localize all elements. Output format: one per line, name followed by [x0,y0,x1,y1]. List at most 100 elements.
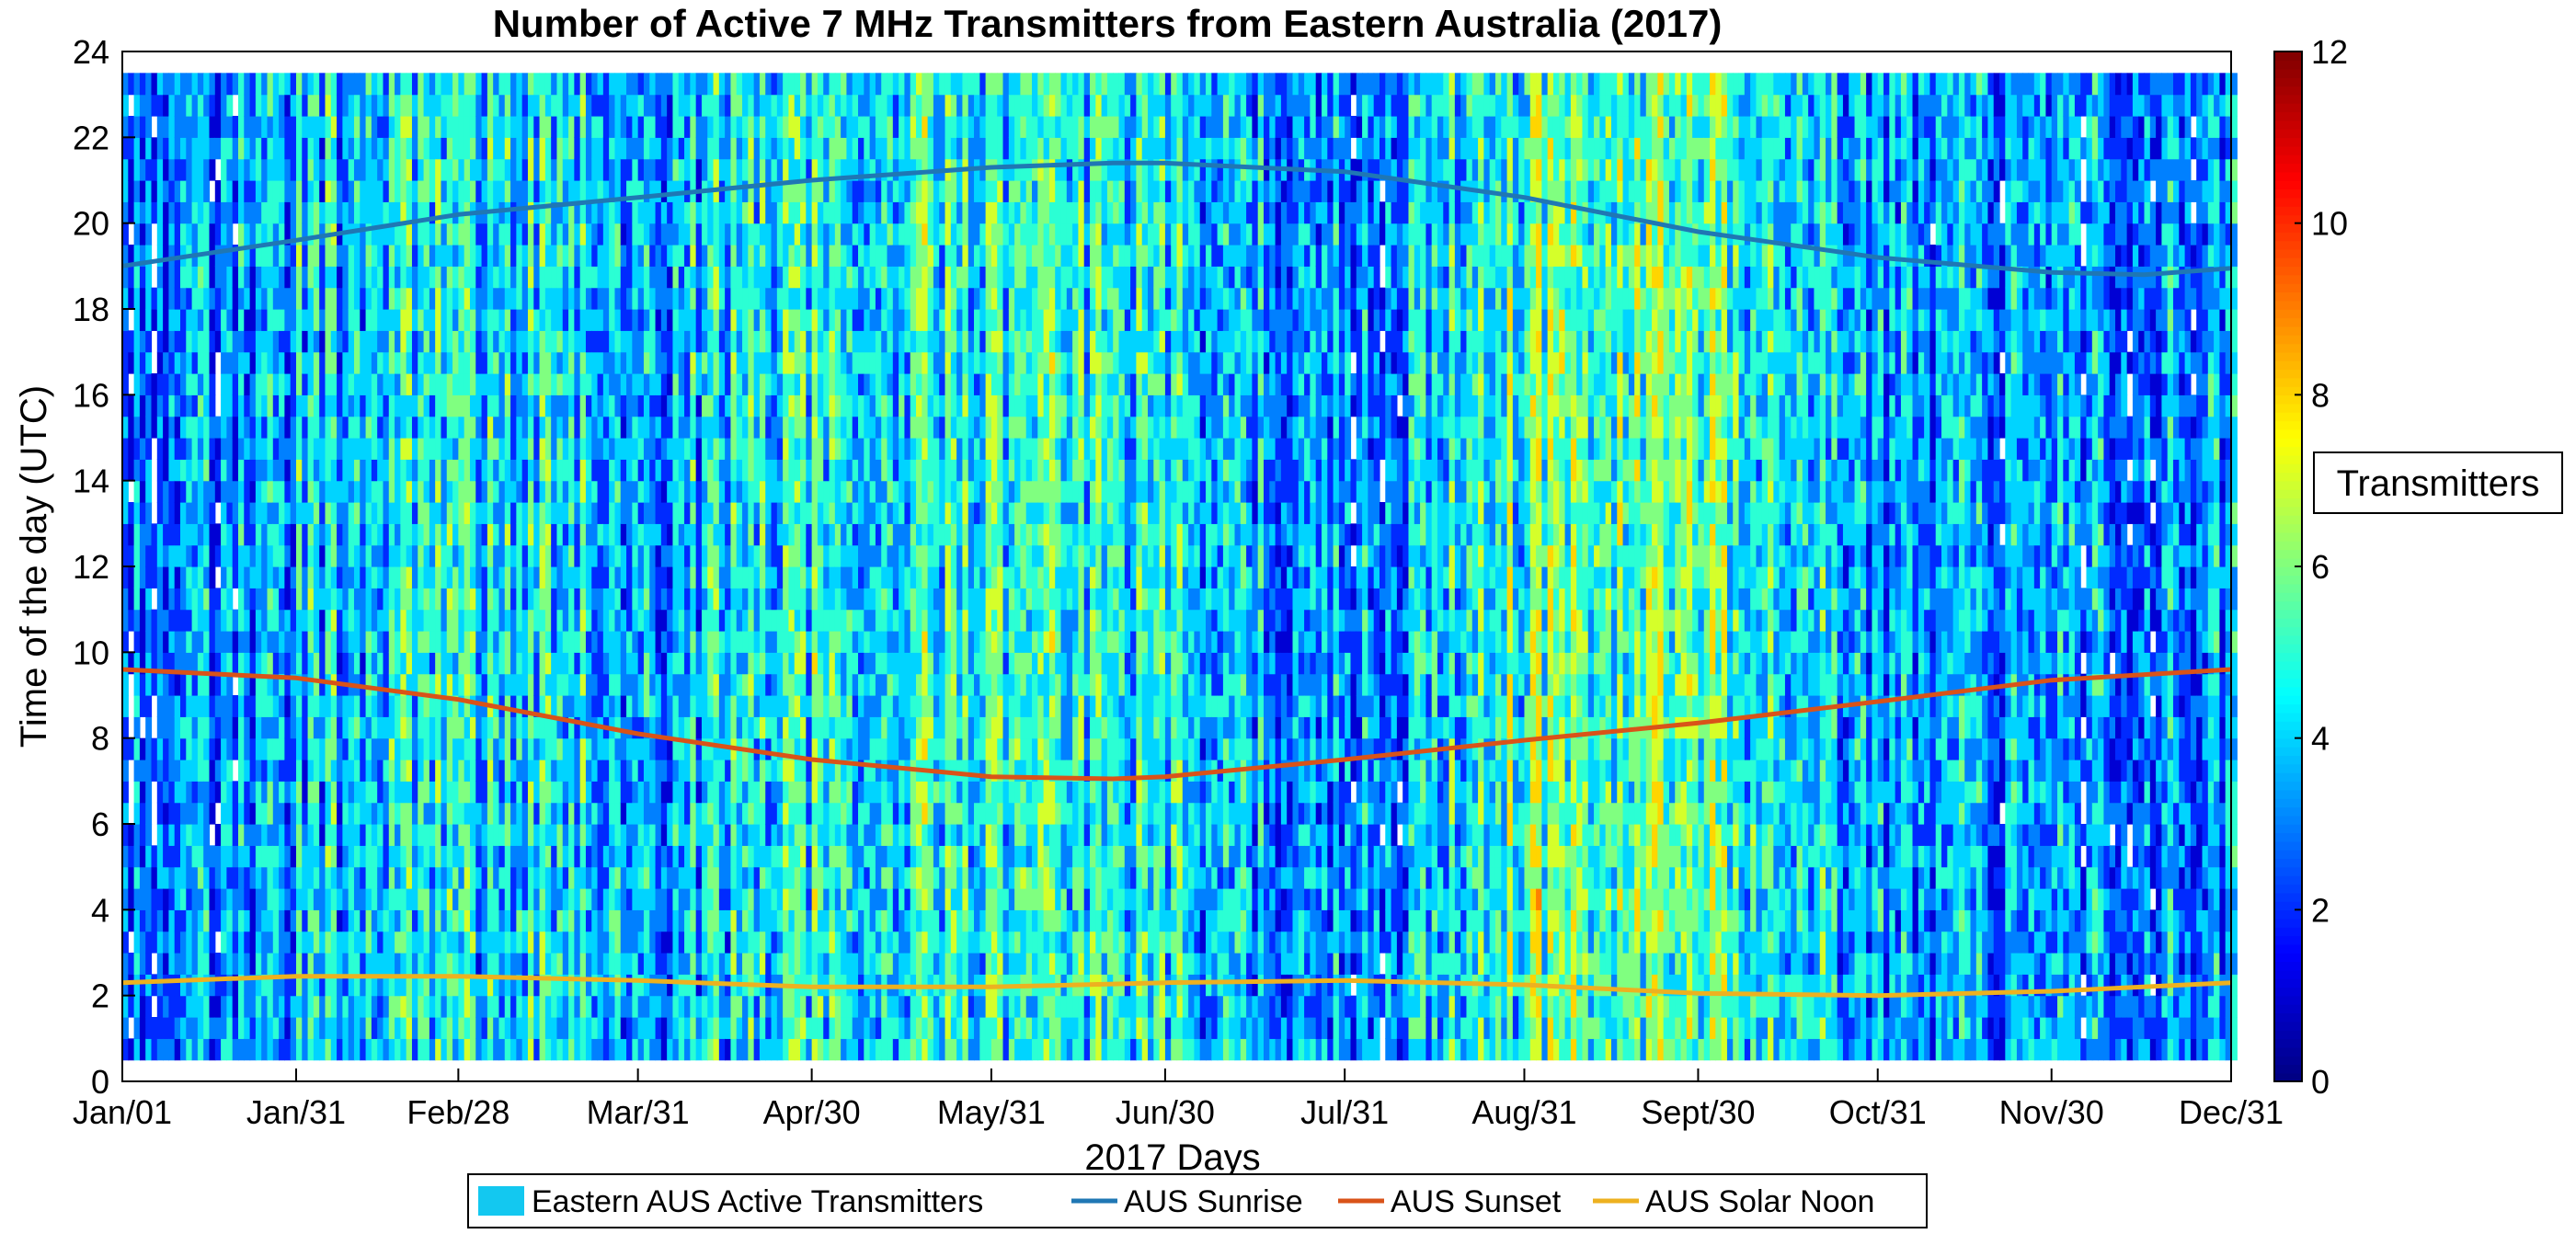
heatmap-cell [539,888,546,910]
heatmap-cell [226,931,234,954]
heatmap-cell [168,73,176,96]
heatmap-cell [255,73,262,96]
heatmap-cell [377,909,384,932]
heatmap-cell [551,223,558,246]
heatmap-cell [139,94,146,117]
heatmap-cell [406,223,413,246]
heatmap-cell [684,73,691,96]
heatmap-cell [551,158,558,181]
heatmap-cell [237,201,245,224]
heatmap-cell [718,609,726,632]
heatmap-cell [249,330,257,353]
heatmap-cell [163,94,169,117]
heatmap-cell [249,760,257,782]
heatmap-cell [695,609,703,632]
heatmap-cell [395,974,401,997]
heatmap-cell [122,566,129,588]
heatmap-cell [261,502,269,524]
heatmap-cell [209,909,216,932]
heatmap-cell [614,737,622,760]
heatmap-cell [383,888,390,910]
heatmap-cell [684,760,691,782]
heatmap-cell [411,459,418,482]
heatmap-cell [122,223,129,246]
heatmap-cell [667,802,674,825]
heatmap-cell [510,866,517,889]
heatmap-cell [597,845,604,868]
heatmap-cell [678,158,685,181]
heatmap-cell [539,180,546,202]
heatmap-cell [435,802,442,825]
heatmap-cell [348,201,355,224]
heatmap-cell [179,888,187,910]
heatmap-cell [163,245,169,267]
heatmap-cell [221,245,227,267]
heatmap-cell [498,309,506,331]
heatmap-cell [145,287,153,310]
heatmap-cell [521,566,529,588]
heatmap-cell [527,73,534,96]
heatmap-cell [133,609,141,632]
heatmap-cell [678,287,685,310]
heatmap-cell [469,330,476,353]
heatmap-cell [377,438,384,460]
heatmap-cell [284,137,292,160]
heatmap-cell [191,781,199,804]
heatmap-cell [544,373,552,395]
heatmap-cell [226,309,234,331]
heatmap-cell [753,824,761,846]
heatmap-cell [556,309,564,331]
heatmap-cell [122,974,129,997]
heatmap-cell [498,459,506,482]
heatmap-cell [388,223,395,246]
heatmap-cell [325,394,332,417]
heatmap-cell [632,673,639,696]
heatmap-cell [406,631,413,653]
heatmap-cell [261,394,269,417]
heatmap-cell [620,588,627,611]
heatmap-cell [556,974,564,997]
heatmap-cell [302,931,309,954]
heatmap-cell [701,781,708,804]
heatmap-cell [458,373,465,395]
heatmap-cell [533,802,541,825]
heatmap-cell [214,180,222,202]
heatmap-cell [551,781,558,804]
heatmap-cell [655,330,662,353]
heatmap-cell [197,480,204,503]
heatmap-cell [302,480,309,503]
heatmap-cell [179,351,187,374]
heatmap-cell [469,974,476,997]
heatmap-cell [209,158,216,181]
heatmap-cell [574,245,581,267]
heatmap-cell [701,94,708,117]
heatmap-cell [255,802,262,825]
heatmap-cell [325,824,332,846]
heatmap-cell [521,180,529,202]
heatmap-cell [539,137,546,160]
heatmap-cell [342,480,349,503]
heatmap-cell [395,673,401,696]
heatmap-cell [464,802,471,825]
heatmap-cell [163,802,169,825]
heatmap-cell [533,695,541,717]
heatmap-cell [395,737,401,760]
heatmap-cell [423,480,430,503]
heatmap-cell [568,716,575,739]
heatmap-cell [614,588,622,611]
heatmap-cell [701,953,708,975]
heatmap-cell [418,673,425,696]
heatmap-cell [475,737,483,760]
heatmap-cell [203,180,211,202]
heatmap-cell [626,737,633,760]
heatmap-cell [609,673,616,696]
heatmap-cell [602,73,610,96]
heatmap-cell [279,995,285,1018]
heatmap-cell [307,137,315,160]
heatmap-cell [725,802,732,825]
heatmap-cell [267,287,274,310]
heatmap-cell [730,888,738,910]
heatmap-cell [418,330,425,353]
heatmap-cell [620,73,627,96]
heatmap-cell [539,737,546,760]
